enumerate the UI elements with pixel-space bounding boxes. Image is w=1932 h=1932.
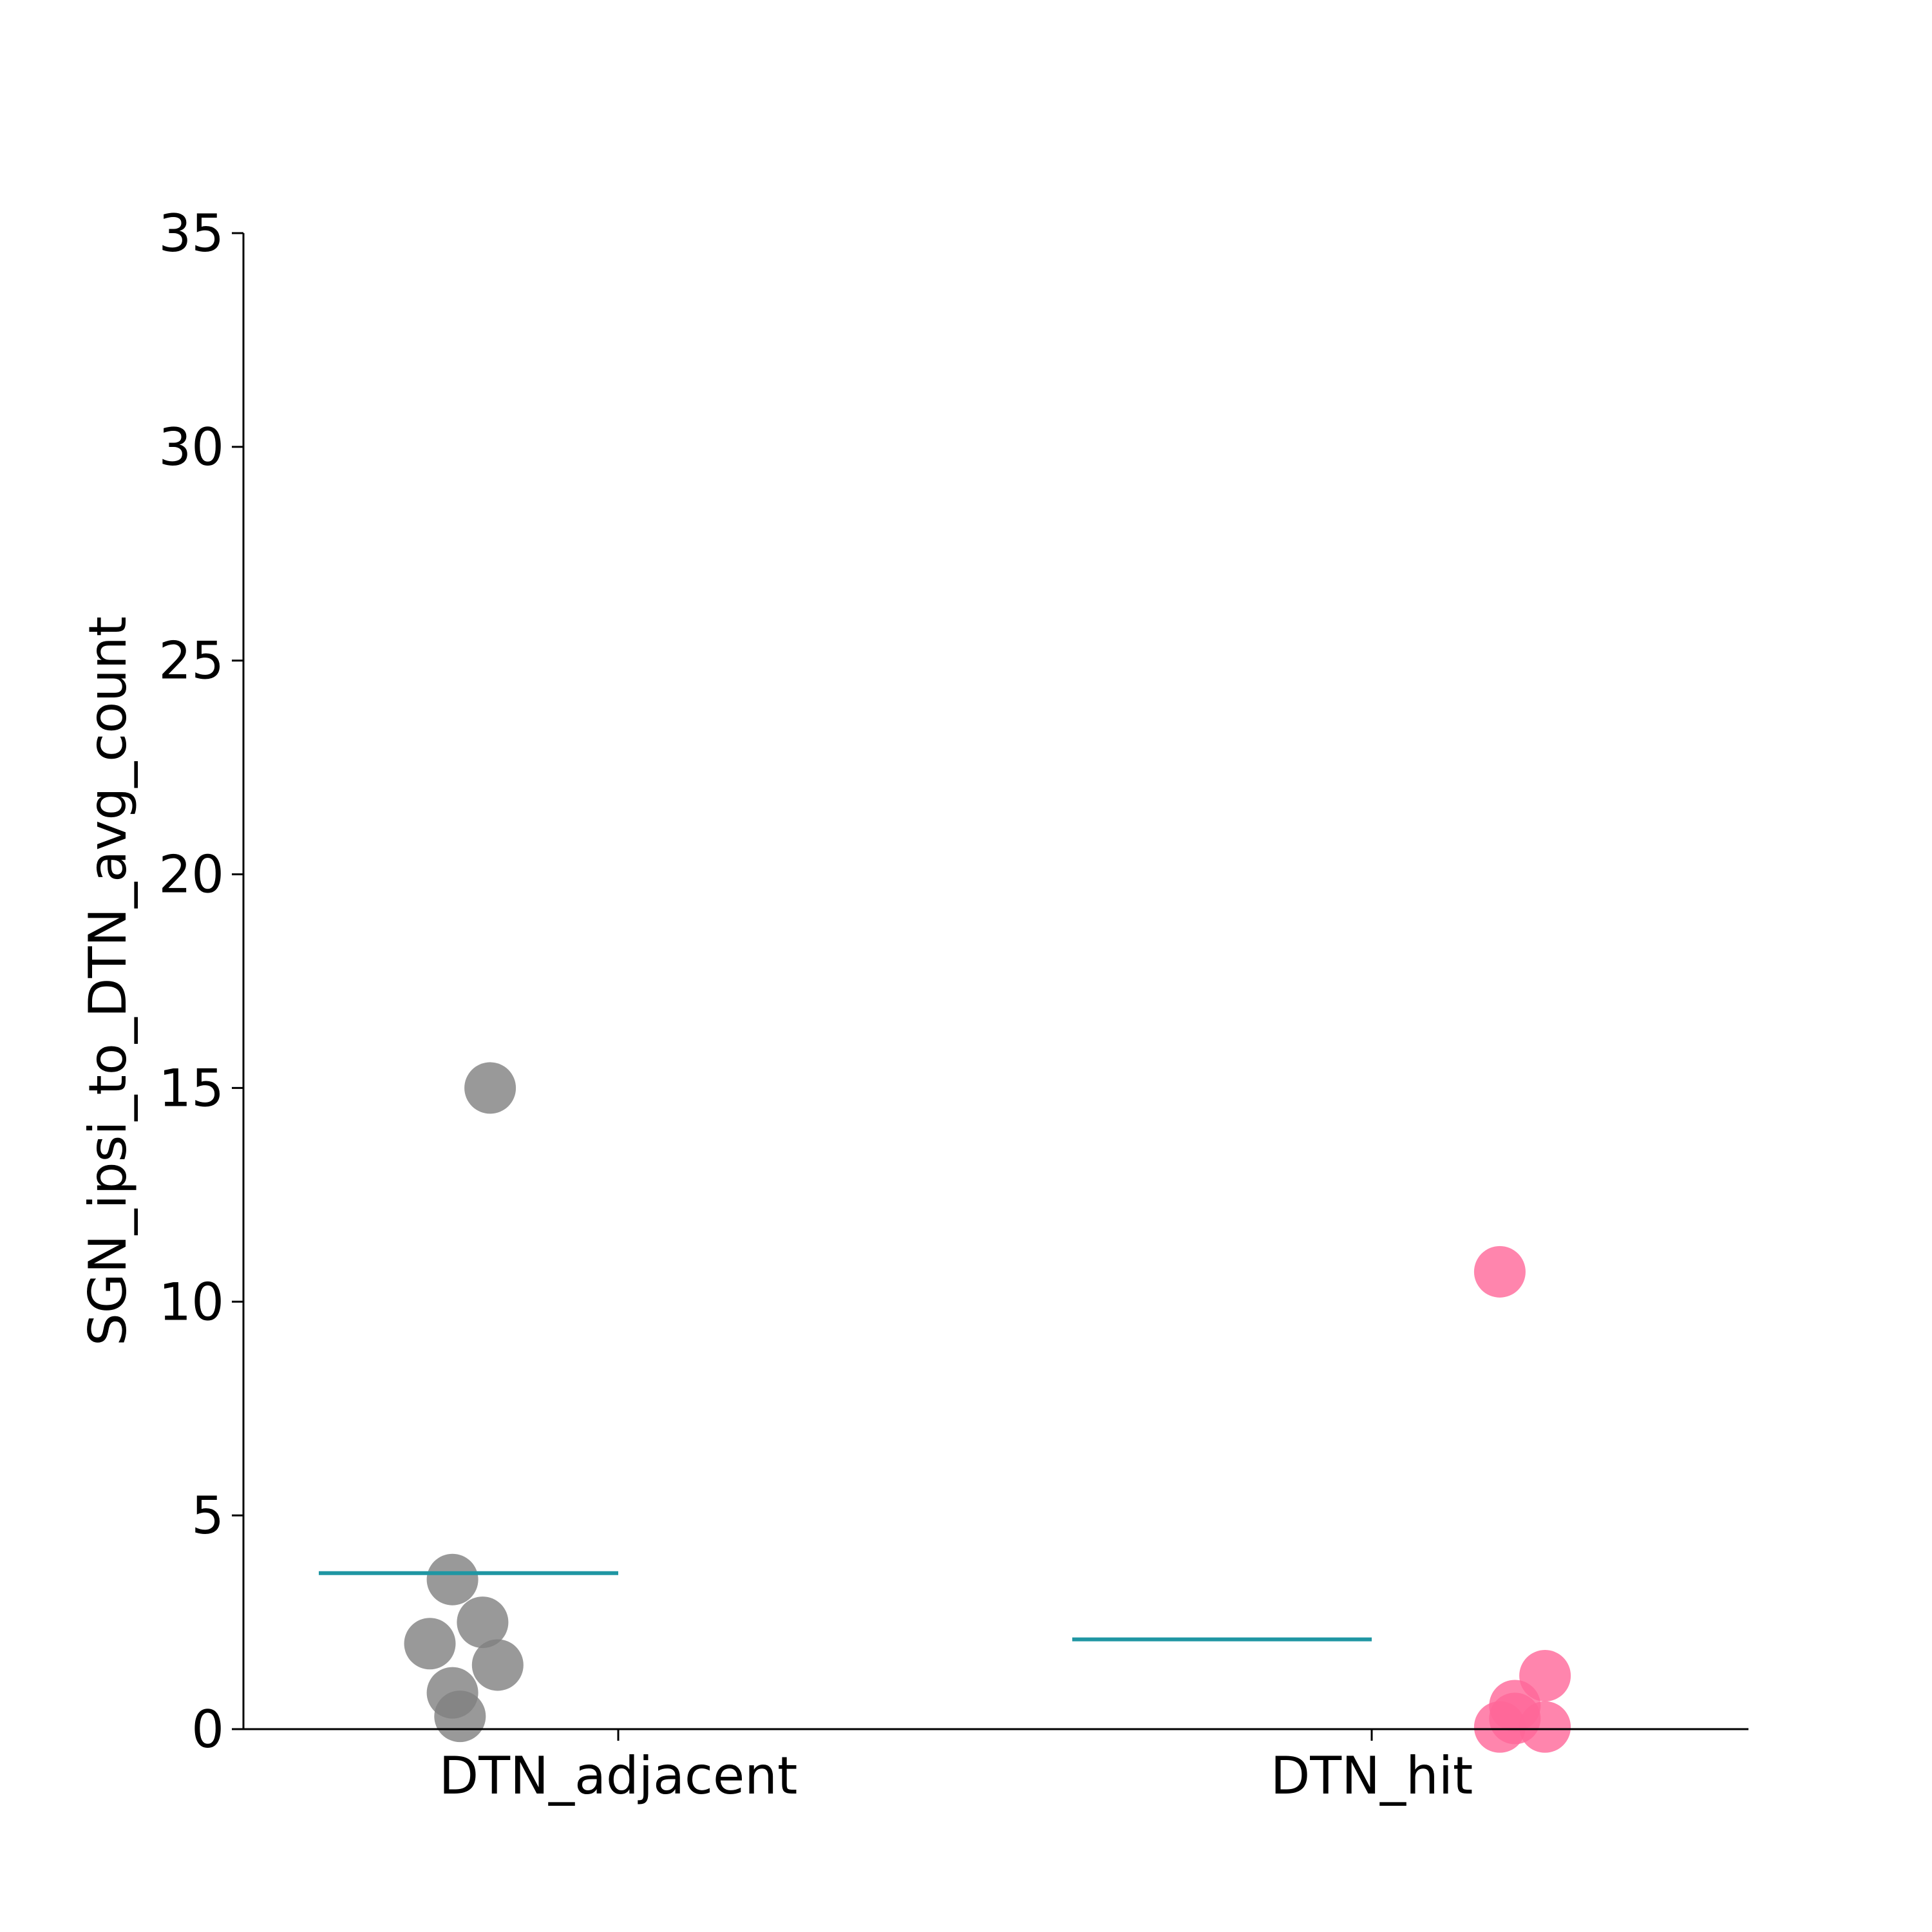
data-point (1519, 1701, 1571, 1753)
y-tick-label: 30 (158, 417, 224, 477)
y-tick-label: 35 (158, 204, 224, 263)
y-axis-title: SGN_ipsi_to_DTN_avg_count (78, 616, 138, 1346)
data-point (434, 1690, 486, 1743)
x-ticks: DTN_adjacent DTN_hit (439, 1729, 1473, 1806)
y-ticks: 0 5 10 15 20 25 30 35 (158, 204, 243, 1759)
y-tick-label: 15 (158, 1058, 224, 1118)
mean-lines-layer (319, 1571, 1372, 1642)
y-tick-label: 0 (191, 1700, 224, 1759)
data-point (1473, 1701, 1526, 1753)
x-tick-label: DTN_hit (1271, 1746, 1473, 1806)
y-tick-label: 20 (158, 845, 224, 905)
x-tick-label: DTN_adjacent (439, 1746, 798, 1806)
data-point (464, 1062, 516, 1114)
data-point (457, 1596, 509, 1649)
y-tick-label: 5 (191, 1486, 224, 1546)
data-points-layer (404, 1062, 1571, 1753)
data-point (471, 1639, 524, 1691)
data-point (404, 1618, 456, 1670)
y-tick-label: 25 (158, 631, 224, 691)
y-tick-label: 10 (158, 1272, 224, 1332)
data-point (1473, 1245, 1526, 1298)
data-point (426, 1553, 478, 1605)
axes-layer (242, 233, 1748, 1730)
